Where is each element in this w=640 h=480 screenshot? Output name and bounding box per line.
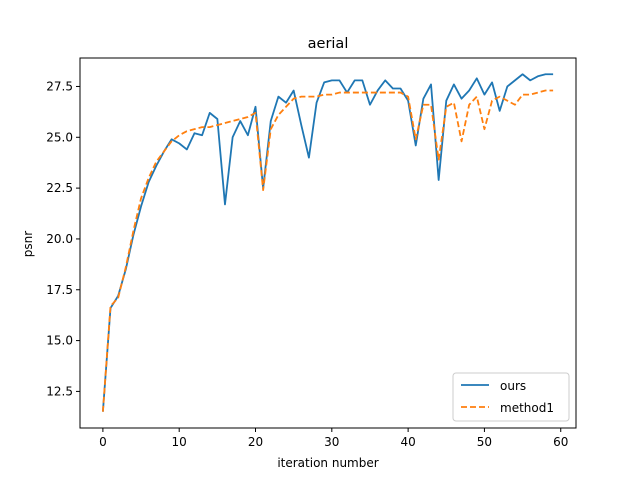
x-tick-label: 60 xyxy=(553,435,568,449)
y-axis: 12.5 15.0 17.5 20.0 22.5 25.0 27.5 xyxy=(46,79,80,398)
chart-title: aerial xyxy=(308,36,349,52)
series-line-method1 xyxy=(101,89,554,412)
x-axis-label: iteration number xyxy=(277,456,378,470)
x-tick-label: 30 xyxy=(324,435,339,449)
y-tick-label: 20.0 xyxy=(46,232,73,246)
x-tick-label: 50 xyxy=(477,435,492,449)
x-tick-label: 40 xyxy=(400,435,415,449)
x-tick-label: 0 xyxy=(99,435,107,449)
legend: ours method1 xyxy=(452,372,570,422)
y-tick-label: 25.0 xyxy=(46,130,73,144)
x-tick-label: 10 xyxy=(172,435,187,449)
y-tick-label: 22.5 xyxy=(46,181,73,195)
y-tick-label: 17.5 xyxy=(46,283,73,297)
y-tick-label: 27.5 xyxy=(46,79,73,93)
axes-frame xyxy=(79,57,577,429)
y-tick-label: 12.5 xyxy=(46,384,73,398)
legend-label-ours: ours xyxy=(500,379,526,393)
series-line-ours xyxy=(101,73,554,412)
y-tick-label: 15.0 xyxy=(46,334,73,348)
legend-label-method1: method1 xyxy=(500,401,554,415)
x-axis: 0 10 20 30 40 50 60 xyxy=(99,428,568,449)
y-axis-label: psnr xyxy=(21,231,35,257)
x-tick-label: 20 xyxy=(248,435,263,449)
plot-area xyxy=(101,73,554,412)
